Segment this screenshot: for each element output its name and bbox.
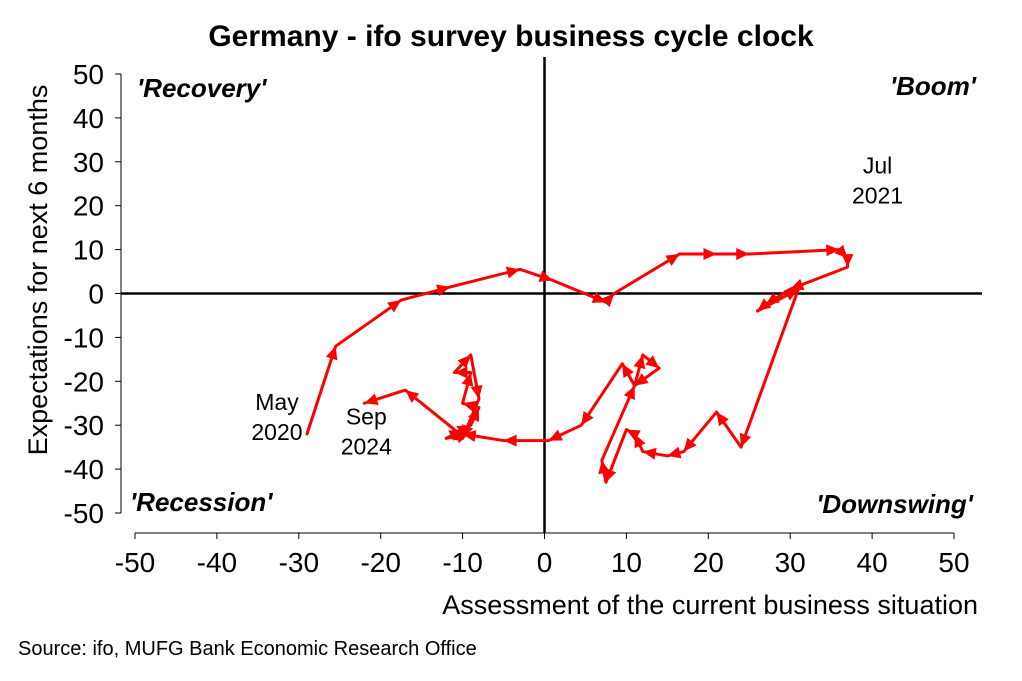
direction-arrow <box>703 247 717 260</box>
direction-arrow <box>538 270 553 282</box>
direction-arrow <box>468 407 479 422</box>
y-tick-label: 0 <box>88 279 104 310</box>
y-tick-label: 30 <box>73 147 104 178</box>
y-tick-label: 20 <box>73 191 104 222</box>
date-annotation: Jul <box>863 152 892 178</box>
quadrant-label: 'Boom' <box>890 71 977 101</box>
x-tick-label: 20 <box>693 547 724 578</box>
quadrant-label: 'Recovery' <box>137 73 267 103</box>
direction-arrow <box>765 292 780 305</box>
x-tick-label: -10 <box>442 547 482 578</box>
date-annotation: 2020 <box>251 419 302 445</box>
direction-arrow <box>548 429 563 441</box>
direction-arrow <box>826 244 840 257</box>
direction-arrow <box>454 366 468 379</box>
direction-arrow <box>503 434 517 447</box>
quadrant-labels: 'Recovery' 'Boom' 'Recession' 'Downswing' <box>130 71 977 519</box>
y-tick-label: -30 <box>64 410 104 441</box>
direction-arrow <box>405 390 420 403</box>
direction-arrow <box>665 253 680 266</box>
y-tick-label: 10 <box>73 235 104 266</box>
x-tick-label: 30 <box>775 547 806 578</box>
direction-arrow <box>454 429 468 444</box>
chart-title: Germany - ifo survey business cycle cloc… <box>208 20 814 53</box>
direction-arrow <box>790 278 805 291</box>
quadrant-label: 'Recession' <box>130 487 273 517</box>
direction-arrow <box>364 393 379 405</box>
date-annotation: 2024 <box>341 433 392 459</box>
y-tick-label: 40 <box>73 103 104 134</box>
direction-arrow <box>739 432 752 448</box>
y-axis-label: Expectations for next 6 months <box>23 85 53 456</box>
x-tick-label: -40 <box>197 547 237 578</box>
date-annotation: Sep <box>346 403 387 429</box>
direction-arrow <box>387 300 402 313</box>
y-tick-label: -40 <box>64 454 104 485</box>
x-axis-label: Assessment of the current business situa… <box>442 590 978 620</box>
direction-arrow <box>623 385 635 401</box>
direction-arrow <box>457 354 471 369</box>
direction-arrow <box>667 446 682 459</box>
direction-arrow <box>841 254 854 268</box>
direction-arrow <box>598 460 611 475</box>
quadrant-label: 'Downswing' <box>816 489 974 519</box>
y-tick-label: -50 <box>64 498 104 529</box>
direction-arrow <box>633 354 646 370</box>
direction-arrow <box>325 346 338 361</box>
direction-arrow <box>642 447 657 460</box>
source-note: Source: ifo, MUFG Bank Economic Research… <box>18 638 477 660</box>
direction-arrow <box>470 384 483 399</box>
direction-arrow <box>626 429 641 442</box>
direction-arrow <box>757 298 772 312</box>
axes: -50 -40 -30 -20 -10 0 10 20 30 40 50 -50 -40 -30 -20 -1… <box>64 57 982 578</box>
direction-arrow <box>622 363 634 379</box>
date-annotation: 2021 <box>852 182 903 208</box>
x-tick-label: -30 <box>279 547 319 578</box>
x-tick-label: 10 <box>611 547 642 578</box>
x-tick-label: 40 <box>857 547 888 578</box>
direction-arrow <box>600 293 615 308</box>
y-tick-label: 50 <box>73 59 104 90</box>
direction-arrow <box>716 412 729 427</box>
direction-arrow <box>634 433 646 449</box>
x-tick-label: -20 <box>360 547 400 578</box>
x-tick-label: 50 <box>938 547 969 578</box>
x-tick-label: 0 <box>537 547 553 578</box>
direction-arrow <box>736 247 750 260</box>
direction-arrow <box>436 284 451 297</box>
direction-arrow <box>784 289 799 301</box>
x-tick-label: -50 <box>115 547 155 578</box>
y-tick-label: -20 <box>64 366 104 397</box>
direction-arrow <box>462 400 477 413</box>
direction-arrow <box>683 437 697 452</box>
direction-arrow <box>505 266 520 279</box>
direction-arrow <box>645 355 660 369</box>
y-tick-label: -10 <box>64 322 104 353</box>
direction-arrow <box>634 373 649 386</box>
date-annotation: May <box>255 389 299 415</box>
direction-arrow <box>581 411 594 426</box>
series-path <box>305 244 854 484</box>
direction-arrow <box>461 372 474 387</box>
annotations: May 2020 Jul 2021 Sep 2024 <box>251 152 903 459</box>
